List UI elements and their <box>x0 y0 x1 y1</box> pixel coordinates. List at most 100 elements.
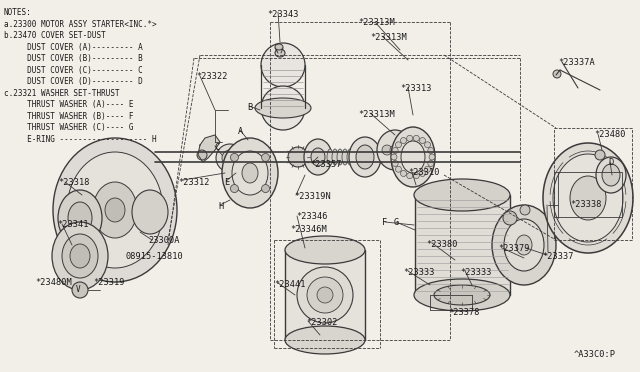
Ellipse shape <box>262 153 269 161</box>
Text: DUST COVER (B)--------- B: DUST COVER (B)--------- B <box>4 54 143 63</box>
Ellipse shape <box>327 149 333 165</box>
Ellipse shape <box>62 234 98 278</box>
Ellipse shape <box>543 143 633 253</box>
Text: c.23321 WASHER SET-THRUST: c.23321 WASHER SET-THRUST <box>4 89 120 97</box>
Text: NOTES:: NOTES: <box>4 8 32 17</box>
Ellipse shape <box>504 219 544 271</box>
Text: a.23300 MOTOR ASSY STARTER<INC.*>: a.23300 MOTOR ASSY STARTER<INC.*> <box>4 19 157 29</box>
Ellipse shape <box>406 135 413 141</box>
Text: E: E <box>224 178 229 187</box>
Text: *23302: *23302 <box>306 318 337 327</box>
Text: DUST COVER (A)--------- A: DUST COVER (A)--------- A <box>4 42 143 51</box>
Ellipse shape <box>553 154 623 242</box>
Ellipse shape <box>406 173 413 179</box>
Ellipse shape <box>285 236 365 264</box>
Text: *23378: *23378 <box>448 308 479 317</box>
Ellipse shape <box>391 127 435 187</box>
Ellipse shape <box>401 170 406 176</box>
Ellipse shape <box>332 149 338 165</box>
Text: *23341: *23341 <box>57 220 88 229</box>
Ellipse shape <box>232 151 268 195</box>
Text: *23480: *23480 <box>594 130 625 139</box>
Ellipse shape <box>424 142 431 148</box>
Ellipse shape <box>297 267 353 323</box>
Ellipse shape <box>52 222 108 290</box>
Text: *23338: *23338 <box>570 200 602 209</box>
Ellipse shape <box>602 164 620 186</box>
Text: *23313M: *23313M <box>370 33 407 42</box>
Text: *23379: *23379 <box>498 244 529 253</box>
Text: *23441: *23441 <box>274 280 305 289</box>
Bar <box>554 172 622 217</box>
Ellipse shape <box>503 211 517 225</box>
Ellipse shape <box>53 138 177 282</box>
Ellipse shape <box>553 70 561 78</box>
Ellipse shape <box>93 182 137 238</box>
Ellipse shape <box>428 148 434 154</box>
Text: G: G <box>394 218 399 227</box>
Ellipse shape <box>428 160 434 167</box>
Ellipse shape <box>398 145 408 155</box>
Ellipse shape <box>516 235 532 255</box>
Ellipse shape <box>492 205 556 285</box>
Ellipse shape <box>396 166 401 172</box>
Ellipse shape <box>392 148 398 154</box>
Text: *23333: *23333 <box>403 268 435 277</box>
Ellipse shape <box>197 150 207 160</box>
Ellipse shape <box>392 160 398 167</box>
Ellipse shape <box>396 142 401 148</box>
Text: V: V <box>76 285 80 295</box>
Ellipse shape <box>390 145 400 155</box>
Text: 08915-13810: 08915-13810 <box>125 252 183 261</box>
Ellipse shape <box>216 144 244 172</box>
Text: DUST COVER (C)--------- C: DUST COVER (C)--------- C <box>4 65 143 74</box>
Ellipse shape <box>307 277 343 313</box>
Text: *23318: *23318 <box>58 178 90 187</box>
Ellipse shape <box>68 202 92 234</box>
Ellipse shape <box>419 170 426 176</box>
Ellipse shape <box>413 173 419 179</box>
Ellipse shape <box>419 138 426 144</box>
Text: C: C <box>214 143 220 152</box>
Ellipse shape <box>401 141 425 173</box>
Ellipse shape <box>356 145 374 169</box>
Ellipse shape <box>275 44 283 50</box>
Text: THRUST WASHER (A)---- E: THRUST WASHER (A)---- E <box>4 100 134 109</box>
Text: *23313M: *23313M <box>358 110 395 119</box>
Ellipse shape <box>304 139 332 175</box>
Ellipse shape <box>317 287 333 303</box>
Ellipse shape <box>429 154 435 160</box>
Ellipse shape <box>401 138 406 144</box>
Text: *23357: *23357 <box>310 160 342 169</box>
Ellipse shape <box>105 198 125 222</box>
Ellipse shape <box>222 150 238 166</box>
Text: B: B <box>247 103 252 112</box>
Text: *23310: *23310 <box>408 168 440 177</box>
Bar <box>554 128 632 240</box>
Ellipse shape <box>230 185 239 193</box>
Ellipse shape <box>434 285 490 305</box>
Ellipse shape <box>132 190 168 234</box>
Ellipse shape <box>596 157 626 193</box>
Bar <box>415 195 510 295</box>
Ellipse shape <box>230 153 239 161</box>
Ellipse shape <box>424 166 431 172</box>
Text: *23313M: *23313M <box>358 18 395 27</box>
Ellipse shape <box>72 282 88 298</box>
Ellipse shape <box>413 135 419 141</box>
Ellipse shape <box>242 163 258 183</box>
Ellipse shape <box>349 137 381 177</box>
Text: A: A <box>238 127 243 136</box>
Ellipse shape <box>342 149 348 165</box>
Text: 23300A: 23300A <box>148 236 179 245</box>
Text: *23319N: *23319N <box>294 192 331 201</box>
Ellipse shape <box>414 179 510 211</box>
Ellipse shape <box>352 149 358 165</box>
Text: *23346: *23346 <box>296 212 328 221</box>
Text: *23480M: *23480M <box>35 278 72 287</box>
Text: D: D <box>608 158 613 167</box>
Ellipse shape <box>261 43 305 87</box>
Text: E-RING ------------------- H: E-RING ------------------- H <box>4 135 157 144</box>
Ellipse shape <box>595 150 605 160</box>
Ellipse shape <box>255 98 311 118</box>
